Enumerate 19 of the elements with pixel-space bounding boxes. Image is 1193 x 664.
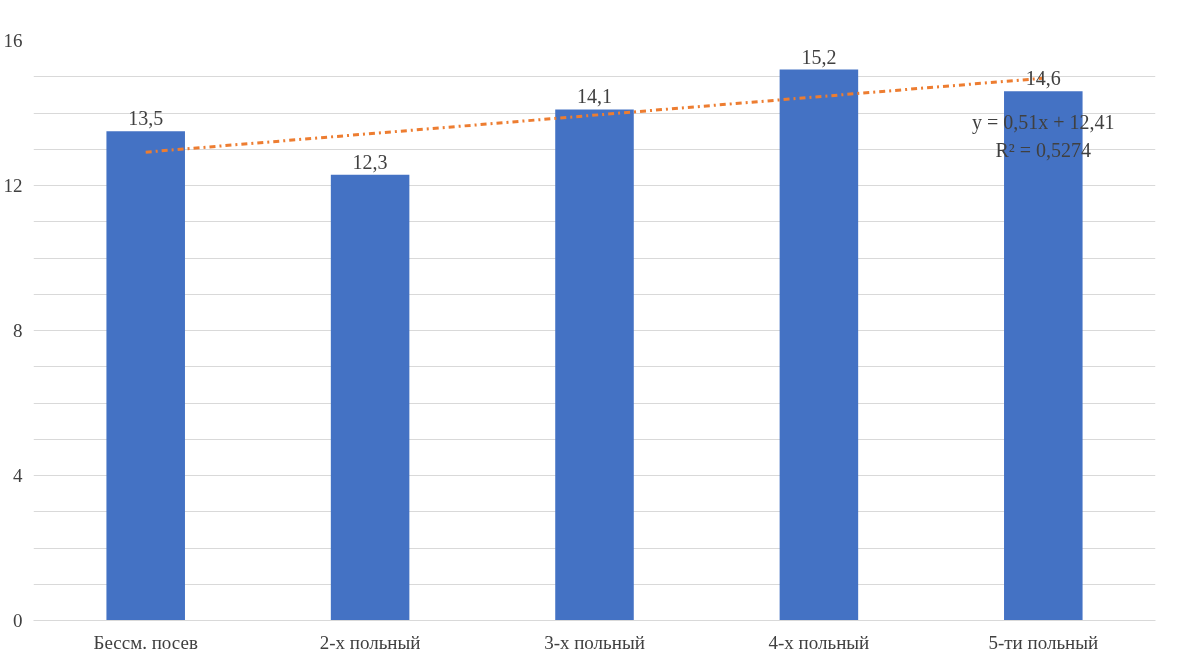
data-label: 14,1: [577, 85, 612, 108]
data-label: 13,5: [128, 107, 164, 130]
x-tick-label: 4-х польный: [768, 631, 870, 653]
data-label: 12,3: [352, 150, 388, 173]
bar: [106, 131, 185, 621]
x-tick-label: 2-х польный: [319, 631, 421, 653]
x-tick-label: Бессм. посев: [93, 631, 198, 653]
y-tick-label: 4: [13, 465, 23, 486]
data-label: 14,6: [1025, 67, 1061, 90]
bar: [555, 109, 634, 621]
bar: [779, 69, 859, 621]
y-tick-label: 16: [3, 30, 23, 51]
y-tick-label: 8: [13, 320, 23, 341]
y-tick-label: 0: [13, 610, 23, 631]
x-tick-label: 5-ти польный: [988, 631, 1099, 653]
data-label: 15,2: [801, 45, 837, 68]
y-tick-label: 12: [3, 175, 23, 196]
bar: [330, 174, 410, 621]
x-tick-label: 3-х польный: [544, 631, 645, 653]
